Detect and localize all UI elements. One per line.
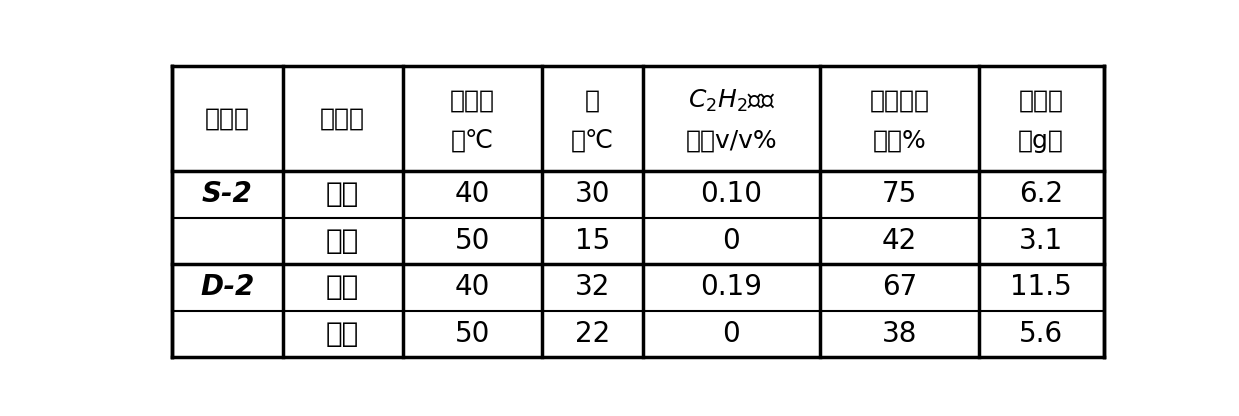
Text: （g）: （g）: [1018, 129, 1064, 153]
Text: 3.1: 3.1: [1018, 227, 1063, 255]
Text: 5.6: 5.6: [1020, 320, 1063, 348]
Text: 40: 40: [455, 180, 489, 208]
Text: 二段: 二段: [326, 320, 359, 348]
Text: 6.2: 6.2: [1020, 180, 1063, 208]
Text: 0.19: 0.19: [700, 273, 762, 302]
Text: 0: 0: [722, 227, 741, 255]
Text: 40: 40: [455, 273, 489, 302]
Text: $C_2H_2$残余: $C_2H_2$残余: [688, 88, 776, 114]
Text: 38: 38: [882, 320, 917, 348]
Text: 30: 30: [575, 180, 610, 208]
Text: 67: 67: [882, 273, 917, 302]
Text: 50: 50: [455, 320, 489, 348]
Text: 50: 50: [455, 227, 489, 255]
Text: 0: 0: [722, 320, 741, 348]
Text: 温: 温: [585, 89, 600, 113]
Text: S-2: S-2: [202, 180, 253, 208]
Text: 升℃: 升℃: [571, 129, 613, 153]
Text: 性，%: 性，%: [872, 129, 927, 153]
Text: 反应器: 反应器: [320, 106, 366, 130]
Text: 一段: 一段: [326, 180, 359, 208]
Text: 度℃: 度℃: [451, 129, 494, 153]
Text: 22: 22: [575, 320, 610, 348]
Text: 15: 15: [575, 227, 610, 255]
Text: 11.5: 11.5: [1010, 273, 1072, 302]
Text: 32: 32: [575, 273, 610, 302]
Text: 催化剂: 催化剂: [204, 106, 250, 130]
Text: 加氢选择: 加氢选择: [870, 89, 929, 113]
Text: 一段: 一段: [326, 273, 359, 302]
Text: 绿油量: 绿油量: [1018, 89, 1063, 113]
Text: 量，v/v%: 量，v/v%: [685, 129, 777, 153]
Text: D-2: D-2: [201, 273, 254, 302]
Text: 75: 75: [882, 180, 917, 208]
Text: 入口温: 入口温: [450, 89, 494, 113]
Text: 42: 42: [882, 227, 917, 255]
Text: 二段: 二段: [326, 227, 359, 255]
Text: 0.10: 0.10: [700, 180, 762, 208]
